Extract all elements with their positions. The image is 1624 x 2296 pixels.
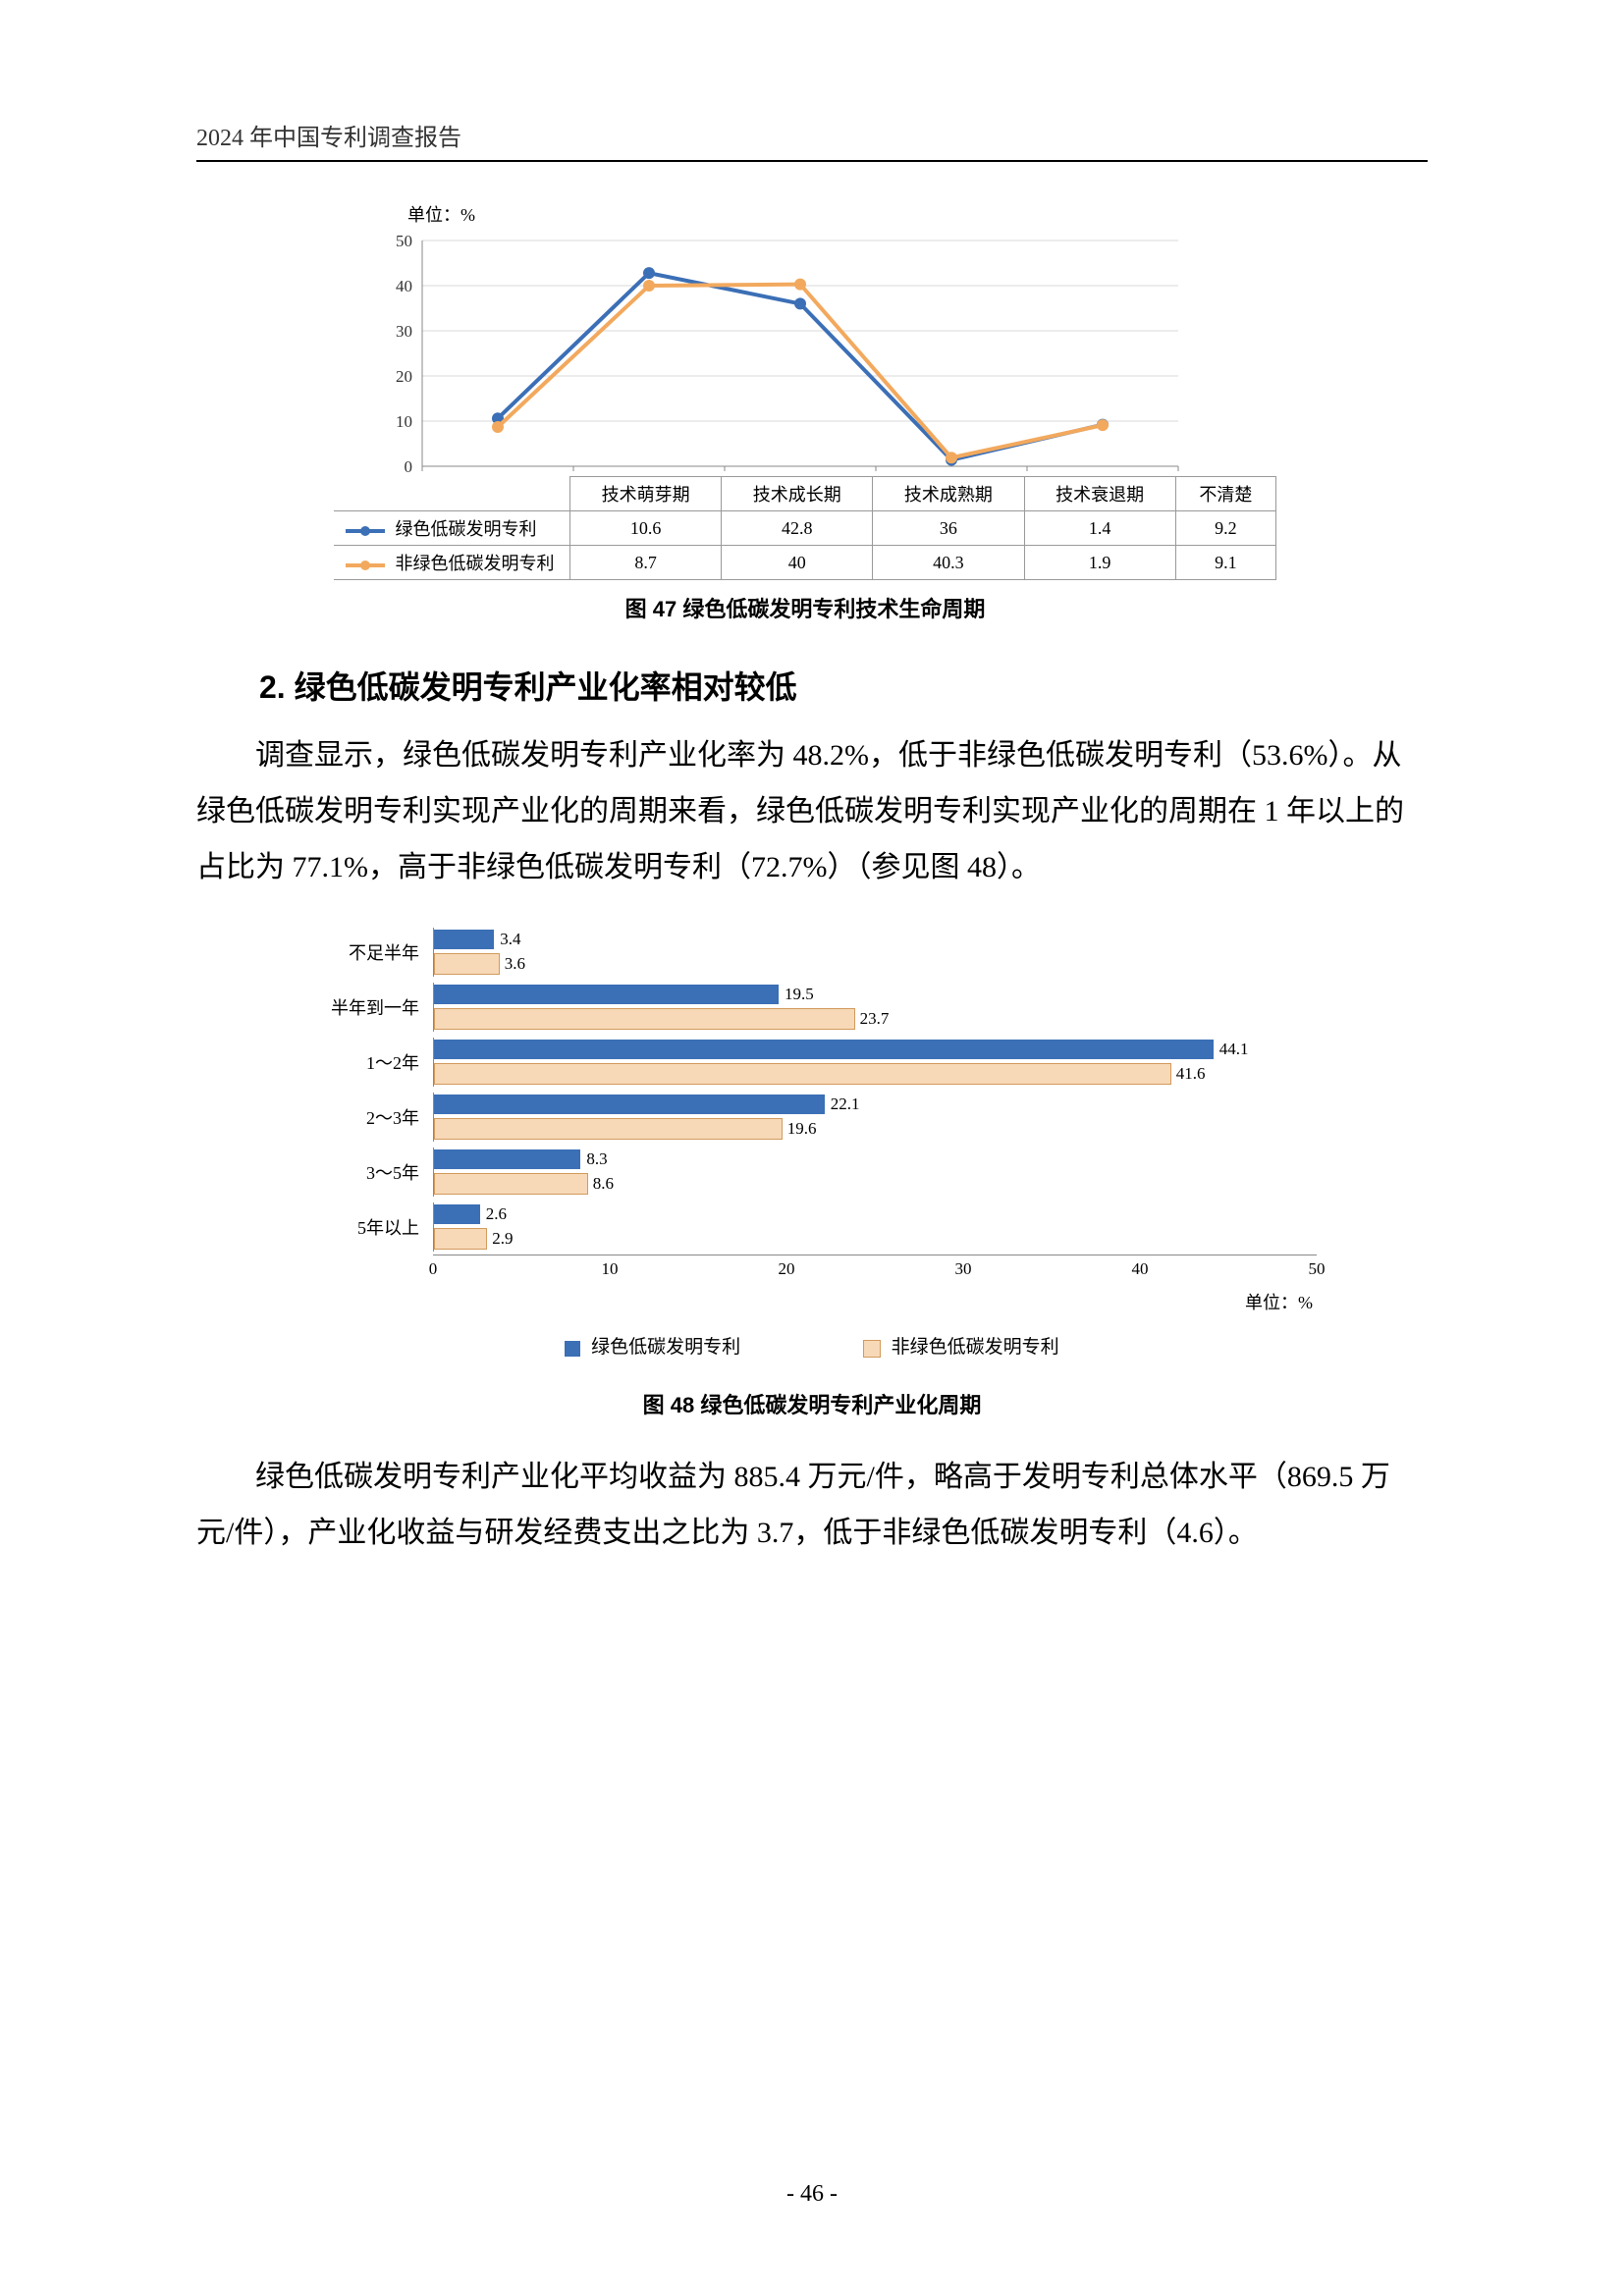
chart47-cat-4: 不清楚 — [1175, 477, 1275, 511]
chart47-cat-2: 技术成熟期 — [873, 477, 1024, 511]
svg-text:30: 30 — [396, 322, 412, 341]
chart48-tick: 20 — [779, 1259, 795, 1279]
chart48-bar-value: 22.1 — [831, 1095, 860, 1114]
chart47-s0-v0: 10.6 — [570, 511, 722, 546]
chart48-bar-value: 2.9 — [492, 1229, 513, 1249]
chart47-s1-v1: 40 — [722, 546, 873, 580]
chart48-bar: 2.6 — [434, 1204, 480, 1224]
chart47-s0-v2: 36 — [873, 511, 1024, 546]
chart-47: 单位：% 0 10 20 30 40 50 技术萌芽期 技术成长期 技术成熟期 技术衰退期… — [334, 201, 1276, 623]
chart48-bar: 19.5 — [434, 985, 779, 1004]
chart47-svg: 0 10 20 30 40 50 — [334, 231, 1198, 476]
chart47-unit: 单位：% — [407, 201, 1276, 227]
chart47-s0-v1: 42.8 — [722, 511, 873, 546]
chart47-caption: 图 47 绿色低碳发明专利技术生命周期 — [334, 592, 1276, 623]
chart48-row: 半年到一年19.523.7 — [272, 980, 1352, 1035]
chart48-bar: 8.6 — [434, 1173, 588, 1195]
chart48-bar-value: 2.6 — [486, 1204, 507, 1224]
chart48-tick: 30 — [955, 1259, 972, 1279]
chart48-row: 5年以上2.62.9 — [272, 1200, 1352, 1255]
svg-text:50: 50 — [396, 232, 412, 250]
chart47-legend-line-0 — [346, 529, 385, 533]
chart48-tick: 40 — [1132, 1259, 1149, 1279]
page-number: - 46 - — [0, 2181, 1624, 2208]
chart48-tick: 10 — [602, 1259, 619, 1279]
chart47-s1-v3: 1.9 — [1024, 546, 1175, 580]
svg-text:40: 40 — [396, 277, 412, 295]
chart48-cat-label: 5年以上 — [272, 1214, 433, 1240]
chart48-row: 不足半年3.43.6 — [272, 925, 1352, 980]
chart47-cat-3: 技术衰退期 — [1024, 477, 1175, 511]
chart48-cat-label: 1～2年 — [272, 1049, 433, 1075]
chart48-tick: 0 — [429, 1259, 438, 1279]
chart48-swatch-1 — [863, 1340, 881, 1358]
chart48-row: 2～3年22.119.6 — [272, 1090, 1352, 1145]
chart48-bar: 8.3 — [434, 1149, 580, 1169]
chart47-cat-0: 技术萌芽期 — [570, 477, 722, 511]
chart47-series0-name: 绿色低碳发明专利 — [396, 519, 537, 539]
chart47-series1-name: 非绿色低碳发明专利 — [396, 554, 555, 573]
chart48-bar: 3.4 — [434, 930, 494, 949]
chart47-cat-1: 技术成长期 — [722, 477, 873, 511]
chart48-bar-value: 44.1 — [1219, 1040, 1249, 1059]
chart47-s1-v0: 8.7 — [570, 546, 722, 580]
svg-text:0: 0 — [405, 457, 413, 476]
chart48-row: 3～5年8.38.6 — [272, 1145, 1352, 1200]
chart48-caption: 图 48 绿色低碳发明专利产业化周期 — [272, 1388, 1352, 1419]
svg-text:20: 20 — [396, 367, 412, 386]
section-heading: 2. 绿色低碳发明专利产业化率相对较低 — [196, 663, 1428, 708]
chart48-unit: 单位：% — [272, 1289, 1313, 1314]
chart48-bar: 2.9 — [434, 1228, 487, 1250]
chart47-data-table: 技术萌芽期 技术成长期 技术成熟期 技术衰退期 不清楚 绿色低碳发明专利 10.… — [334, 476, 1276, 580]
chart48-row: 1～2年44.141.6 — [272, 1035, 1352, 1090]
chart48-bar-value: 8.3 — [586, 1149, 607, 1169]
paragraph-1: 调查显示，绿色低碳发明专利产业化率为 48.2%，低于非绿色低碳发明专利（53.… — [196, 727, 1428, 895]
chart48-cat-label: 不足半年 — [272, 939, 433, 965]
chart48-legend1: 非绿色低碳发明专利 — [892, 1337, 1059, 1358]
chart47-s1-v2: 40.3 — [873, 546, 1024, 580]
chart48-bar: 23.7 — [434, 1008, 855, 1030]
chart48-bar-value: 19.6 — [787, 1119, 817, 1139]
svg-text:10: 10 — [396, 412, 412, 431]
chart48-bar-value: 23.7 — [860, 1009, 890, 1029]
chart-48: 不足半年3.43.6半年到一年19.523.71～2年44.141.62～3年2… — [272, 925, 1352, 1419]
chart48-bar-value: 19.5 — [785, 985, 814, 1004]
chart48-bar-value: 3.4 — [500, 930, 520, 949]
chart48-cat-label: 3～5年 — [272, 1159, 433, 1185]
page-header: 2024 年中国专利调查报告 — [196, 118, 1428, 162]
chart48-legend: 绿色低碳发明专利 非绿色低碳发明专利 — [272, 1332, 1352, 1359]
chart47-s1-v4: 9.1 — [1175, 546, 1275, 580]
chart48-bar: 22.1 — [434, 1095, 825, 1114]
chart48-tick: 50 — [1309, 1259, 1326, 1279]
chart47-s0-v3: 1.4 — [1024, 511, 1175, 546]
chart47-s0-v4: 9.2 — [1175, 511, 1275, 546]
chart47-legend-line-1 — [346, 563, 385, 567]
chart48-bar: 3.6 — [434, 953, 500, 975]
chart48-axis: 01020304050 — [433, 1255, 1317, 1285]
chart48-cat-label: 2～3年 — [272, 1104, 433, 1130]
chart48-bar-value: 8.6 — [593, 1174, 614, 1194]
chart48-bar: 44.1 — [434, 1040, 1214, 1059]
chart48-legend0: 绿色低碳发明专利 — [591, 1337, 740, 1358]
chart48-bar-value: 3.6 — [505, 954, 525, 974]
paragraph-2: 绿色低碳发明专利产业化平均收益为 885.4 万元/件，略高于发明专利总体水平（… — [196, 1449, 1428, 1561]
chart48-bar: 19.6 — [434, 1118, 783, 1140]
chart48-bar: 41.6 — [434, 1063, 1171, 1085]
chart48-swatch-0 — [565, 1341, 580, 1357]
chart48-bar-value: 41.6 — [1176, 1064, 1206, 1084]
chart48-cat-label: 半年到一年 — [272, 994, 433, 1020]
